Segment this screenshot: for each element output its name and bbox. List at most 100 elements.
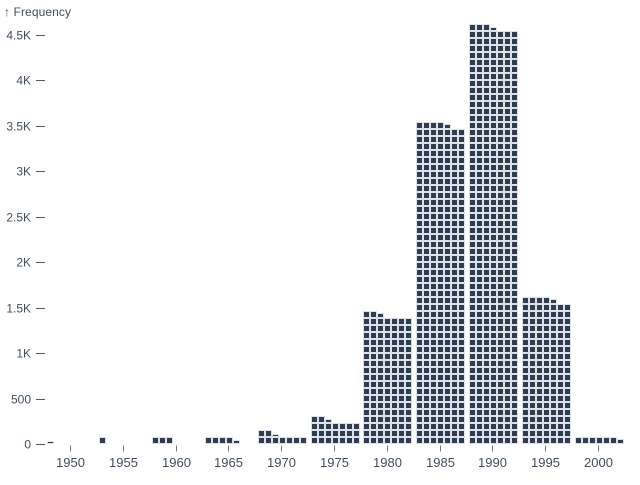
waffle-cell [459,277,464,282]
waffle-cell [438,137,443,142]
waffle-cell [505,46,510,51]
waffle-cell [431,396,436,401]
waffle-cell [392,354,397,359]
waffle-cell [505,165,510,170]
waffle-cell [438,235,443,240]
waffle-cell [431,403,436,408]
waffle-cell [399,326,404,331]
waffle-cell [259,431,264,436]
waffle-cell [505,417,510,422]
waffle-cell [459,130,464,135]
waffle-cell [512,109,517,114]
waffle-cell [470,277,475,282]
waffle-cell [431,158,436,163]
waffle-cell [470,39,475,44]
waffle-cell [491,60,496,65]
waffle-cell [406,340,411,345]
waffle-cell [484,326,489,331]
waffle-cell [491,221,496,226]
waffle-cell [477,53,482,58]
waffle-cell [371,410,376,415]
y-tick-label: 3K [16,165,31,179]
waffle-cell [326,438,331,443]
waffle-cell [424,410,429,415]
waffle-cell [312,431,317,436]
waffle-cell [565,417,570,422]
waffle-cell [438,172,443,177]
waffle-cell [505,291,510,296]
waffle-cell [551,319,556,324]
waffle-cell [385,417,390,422]
waffle-cell [498,305,503,310]
waffle-cell [470,235,475,240]
waffle-cell [523,431,528,436]
waffle-cell [399,340,404,345]
waffle-cell [512,137,517,142]
waffle-cell [371,382,376,387]
waffle-cell [424,242,429,247]
waffle-cell [470,53,475,58]
waffle-cell [378,403,383,408]
waffle-cell [551,403,556,408]
waffle-cell [512,256,517,261]
waffle-cell [505,130,510,135]
waffle-cell [438,319,443,324]
waffle-cell [551,340,556,345]
waffle-cell [406,410,411,415]
waffle-cell [551,438,556,443]
waffle-cell [371,319,376,324]
waffle-cell [523,312,528,317]
waffle-cell [431,431,436,436]
waffle-cell [484,25,489,30]
waffle-cell [505,207,510,212]
waffle-cell [498,270,503,275]
waffle-cell [551,333,556,338]
waffle-cell [491,333,496,338]
waffle-cell [354,438,359,443]
waffle-cell [399,396,404,401]
waffle-cell [491,403,496,408]
waffle-cell [431,424,436,429]
waffle-cell [371,326,376,331]
waffle-cell [505,249,510,254]
waffle-cell [364,361,369,366]
waffle-cell [505,277,510,282]
waffle-cell [491,172,496,177]
waffle-cell [491,39,496,44]
waffle-cell [470,340,475,345]
waffle-cell [544,312,549,317]
waffle-cell [417,179,422,184]
waffle-cell [470,431,475,436]
waffle-cell [565,361,570,366]
waffle-cell [477,165,482,170]
waffle-cell [385,431,390,436]
waffle-cell [537,354,542,359]
waffle-cell [470,333,475,338]
waffle-cell [385,354,390,359]
waffle-cell [512,340,517,345]
waffle-cell [558,312,563,317]
waffle-cell [558,368,563,373]
waffle-cell [530,312,535,317]
waffle-cell [399,417,404,422]
waffle-cell [364,347,369,352]
waffle-cell [445,256,450,261]
waffle-cell [477,123,482,128]
waffle-cell [505,200,510,205]
waffle-cell [431,172,436,177]
waffle-cell [445,403,450,408]
waffle-cell [498,389,503,394]
waffle-cell [470,109,475,114]
waffle-cell [417,312,422,317]
waffle-cell [417,291,422,296]
waffle-cell [333,431,338,436]
waffle-cell [431,263,436,268]
waffle-cell [378,424,383,429]
waffle-cell [498,53,503,58]
waffle-cell [505,382,510,387]
waffle-cell [512,130,517,135]
waffle-cell [498,410,503,415]
waffle-cell [445,137,450,142]
waffle-cell [498,326,503,331]
waffle-cell [484,39,489,44]
